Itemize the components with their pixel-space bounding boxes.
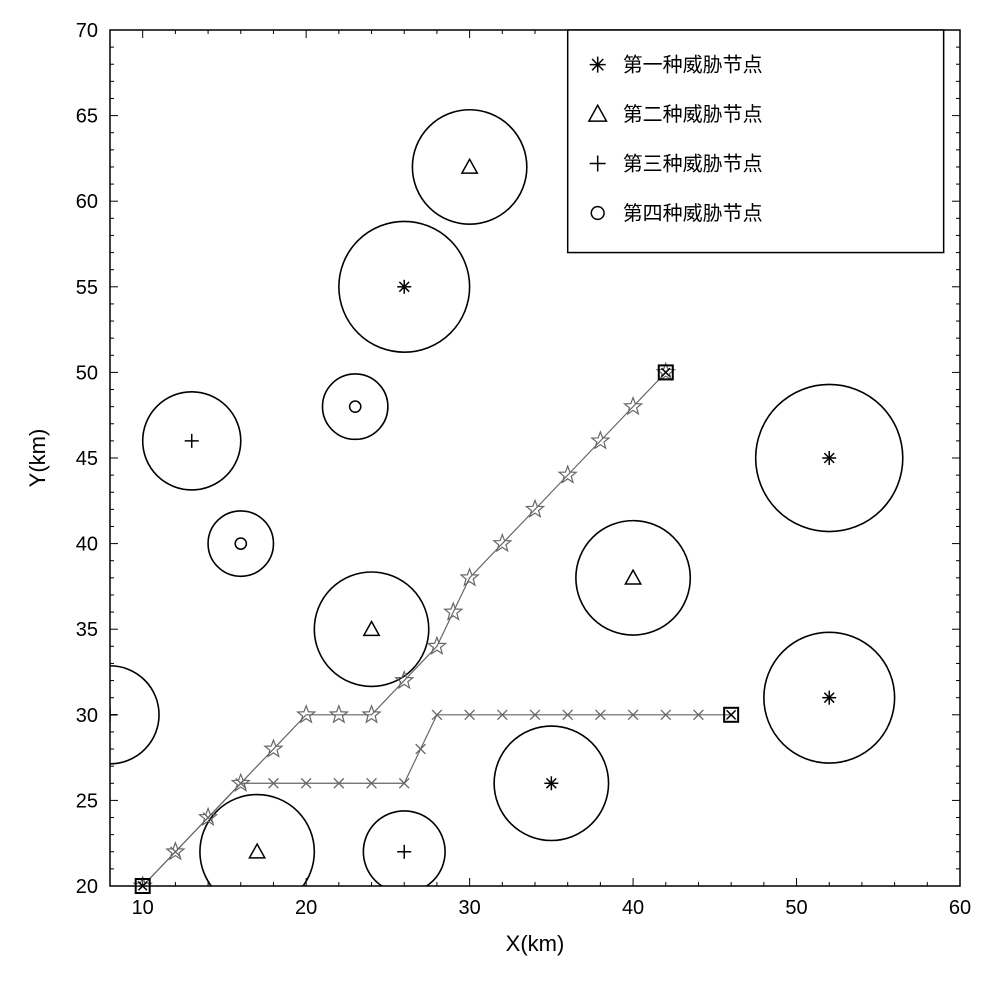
svg-text:30: 30 bbox=[458, 897, 480, 919]
chart-svg: 10 20 30 40 50 60 20 25 30 35 40 45 50 55 60 65 70 X(km) Y… bbox=[0, 0, 1000, 986]
svg-text:50: 50 bbox=[785, 897, 807, 919]
chart: 10 20 30 40 50 60 20 25 30 35 40 45 50 55 60 65 70 X(km) Y… bbox=[0, 0, 1000, 986]
svg-text:20: 20 bbox=[76, 876, 98, 898]
svg-text:30: 30 bbox=[76, 705, 98, 727]
svg-text:第一种威胁节点: 第一种威胁节点 bbox=[623, 54, 763, 77]
svg-text:55: 55 bbox=[76, 277, 98, 299]
svg-text:X(km): X(km) bbox=[506, 931, 565, 956]
svg-text:35: 35 bbox=[76, 619, 98, 641]
svg-text:第四种威胁节点: 第四种威胁节点 bbox=[623, 202, 763, 225]
svg-text:50: 50 bbox=[76, 362, 98, 384]
svg-text:60: 60 bbox=[76, 191, 98, 213]
svg-text:10: 10 bbox=[132, 897, 154, 919]
svg-text:第二种威胁节点: 第二种威胁节点 bbox=[623, 103, 763, 126]
svg-text:40: 40 bbox=[622, 897, 644, 919]
svg-text:60: 60 bbox=[949, 897, 971, 919]
svg-text:第三种威胁节点: 第三种威胁节点 bbox=[623, 153, 763, 176]
svg-text:25: 25 bbox=[76, 790, 98, 812]
svg-text:40: 40 bbox=[76, 534, 98, 556]
svg-text:45: 45 bbox=[76, 448, 98, 470]
svg-text:Y(km): Y(km) bbox=[25, 429, 50, 488]
svg-text:20: 20 bbox=[295, 897, 317, 919]
svg-text:65: 65 bbox=[76, 106, 98, 128]
svg-text:70: 70 bbox=[76, 20, 98, 42]
